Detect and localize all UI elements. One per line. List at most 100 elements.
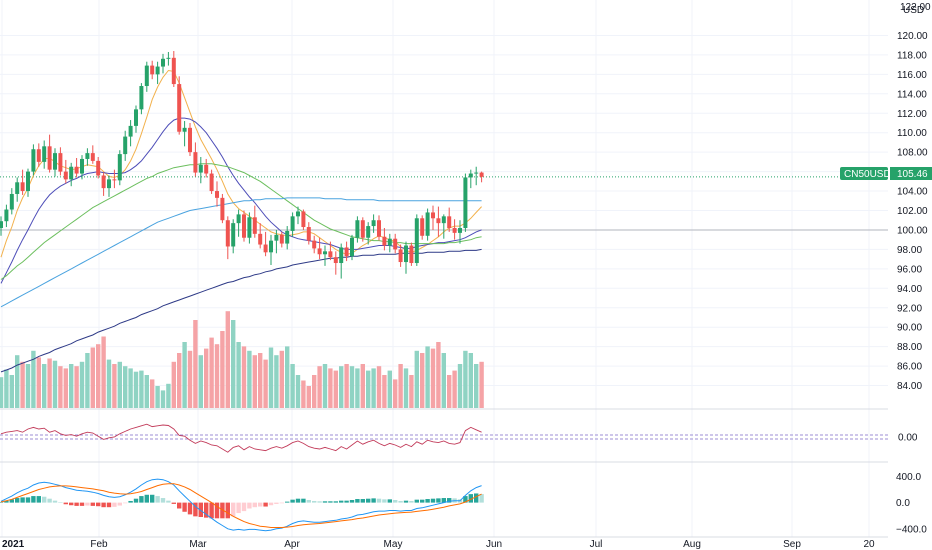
macd-histogram-bar: [9, 499, 14, 503]
macd-histogram-bar: [295, 498, 301, 503]
candle-body: [220, 197, 225, 221]
volume-bar: [441, 353, 446, 408]
candle-body: [101, 175, 106, 189]
volume-bar: [31, 350, 36, 408]
macd-histogram-bar: [366, 498, 371, 503]
macd-histogram-bar: [420, 499, 425, 503]
macd-histogram-bar: [155, 496, 160, 503]
candle-body: [53, 153, 57, 170]
macd-histogram-bar: [339, 500, 344, 503]
price-tick-label: 100.00: [897, 225, 928, 236]
volume-bar: [409, 375, 414, 408]
price-axis[interactable]: 84.00 86.00 88.00 90.00 92.00 94.00 96.00 98.00…: [897, 31, 928, 392]
macd-histogram-bar: [441, 498, 446, 503]
symbol-tag: CN50USD: [840, 167, 891, 180]
macd-histogram-bar: [123, 502, 128, 504]
candle-body: [9, 193, 14, 210]
macd-histogram-bar: [15, 498, 20, 503]
candle-body: [225, 220, 230, 247]
candle-body: [420, 218, 425, 236]
volume-bar: [285, 346, 290, 408]
macd-histogram-bar: [268, 502, 274, 506]
time-tick-label: Jun: [486, 539, 502, 550]
last-price-tag-bg: [890, 167, 932, 180]
price-tick-label: 120.00: [897, 31, 928, 42]
candle-body: [198, 164, 203, 173]
macd-histogram-bar: [474, 493, 479, 503]
macd-histogram-bar: [430, 498, 436, 503]
candle-body: [4, 209, 9, 222]
volume-bar: [366, 370, 371, 408]
volume-bar: [139, 370, 144, 408]
candle-body: [204, 164, 209, 174]
macd-histogram-bar: [47, 498, 52, 503]
candle-body: [63, 171, 68, 180]
volume-bar: [322, 364, 328, 408]
volume-bar: [166, 383, 171, 408]
macd-tick-label: −400.0: [896, 524, 927, 535]
macd-histogram-bar: [96, 502, 101, 507]
macd-histogram-bar: [112, 502, 117, 507]
volume-bar: [187, 350, 193, 408]
candle-body: [107, 179, 111, 189]
price-tick-label: 114.00: [897, 89, 927, 100]
price-tick-label: 98.00: [897, 245, 922, 256]
macd-histogram-bar: [209, 502, 214, 519]
macd-histogram-bar: [312, 500, 317, 503]
price-tick-label: 112.00: [897, 109, 927, 120]
candle-body: [355, 220, 360, 238]
macd-histogram-bar: [58, 502, 63, 503]
volume-bar: [85, 353, 90, 408]
candle-body: [436, 218, 441, 224]
candle-body: [479, 172, 484, 177]
candle-body: [290, 216, 295, 231]
candle-body: [96, 160, 101, 176]
macd-tick-label: 400.0: [896, 472, 921, 483]
volume-bar: [382, 375, 387, 408]
macd-histogram-bar: [425, 499, 430, 503]
price-tick-label: 108.00: [897, 148, 928, 159]
volume-bar: [144, 375, 149, 408]
candle-body: [371, 220, 376, 227]
macd-histogram-bar: [463, 496, 468, 503]
candle-body: [441, 216, 446, 224]
volume-bar: [96, 344, 101, 408]
candle-body: [188, 127, 192, 153]
macd-histogram-bar: [479, 494, 484, 503]
volume-bar: [420, 353, 425, 408]
currency-label: USD: [903, 5, 924, 16]
macd-histogram-bar: [128, 500, 133, 503]
candle-body: [117, 154, 122, 181]
macd-histogram-bar: [214, 502, 220, 519]
macd-histogram-bar: [198, 502, 203, 517]
volume-bar: [430, 348, 436, 408]
macd-histogram-bar: [376, 498, 382, 503]
macd-histogram-bar: [63, 502, 68, 505]
candle-body: [296, 211, 300, 217]
macd-histogram-bar: [187, 502, 193, 515]
volume-bar: [447, 375, 452, 408]
macd-line: [0, 478, 482, 532]
candle-body: [42, 146, 47, 162]
macd-histogram-bar: [31, 496, 36, 503]
time-axis[interactable]: 2021 Feb Mar Apr May Jun Jul Aug Sep 20: [2, 539, 875, 550]
candle-body: [182, 127, 187, 132]
macd-histogram-bar: [4, 500, 9, 503]
macd-histogram-bar: [160, 498, 166, 503]
volume-bar: [9, 375, 14, 408]
candle-body: [247, 217, 252, 238]
macd-histogram-bar: [436, 498, 441, 503]
macd-histogram-bar: [133, 498, 139, 503]
price-tick-label: 86.00: [897, 362, 922, 373]
volume-bar: [36, 357, 41, 408]
moving-average-line: [0, 163, 482, 280]
volume-bar: [457, 364, 463, 408]
candlesticks[interactable]: [0, 51, 484, 279]
macd-histogram-bar: [252, 502, 257, 508]
volume-bar: [376, 366, 382, 408]
macd-histogram-bar: [204, 502, 209, 518]
volume-bar: [123, 366, 128, 408]
candle-body: [323, 251, 327, 255]
macd-histogram-bar: [403, 500, 409, 503]
